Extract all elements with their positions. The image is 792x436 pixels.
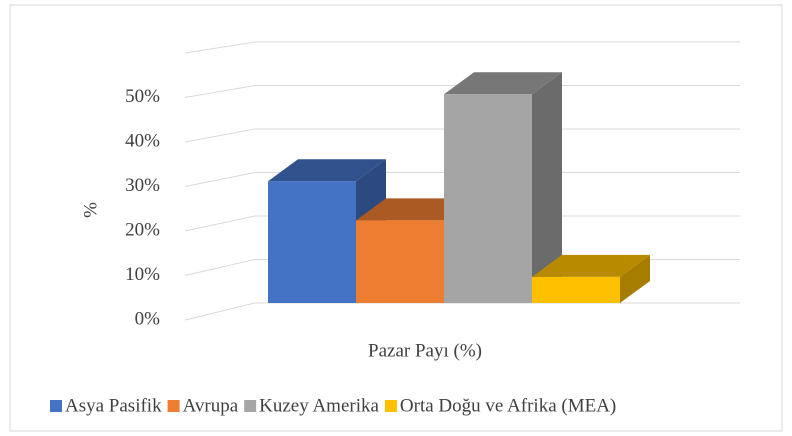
grid-line (184, 41, 740, 54)
grid-line (184, 215, 740, 232)
legend-label: Kuzey Amerika (259, 395, 379, 416)
bar-top (532, 254, 650, 277)
bar-top (268, 159, 386, 182)
bar-side (532, 72, 562, 303)
legend-label: Avrupa (183, 395, 239, 416)
legend-swatch (244, 400, 257, 412)
y-tick-label: 20% (125, 219, 160, 240)
bar (268, 181, 356, 303)
y-axis-title: % (80, 202, 101, 218)
y-tick-label: 10% (125, 264, 160, 285)
bar (532, 276, 620, 303)
bar (444, 94, 532, 303)
bar-side (620, 254, 650, 303)
bar-top (444, 72, 562, 95)
legend-swatch (384, 400, 397, 412)
y-tick-label: 0% (135, 308, 161, 329)
bar (356, 220, 444, 303)
legend-label: Asya Pasifik (65, 395, 162, 416)
legend-swatch (167, 400, 180, 412)
grid-line (184, 85, 740, 98)
y-tick-label: 30% (125, 175, 160, 196)
x-tick-label: Pazar Payı (%) (368, 340, 482, 361)
legend-label: Orta Doğu ve Afrika (MEA) (400, 395, 616, 416)
grid-line (184, 128, 740, 143)
y-tick-label: 40% (125, 130, 160, 151)
grid-line (184, 172, 740, 187)
y-tick-label: 50% (125, 86, 160, 107)
legend-swatch (50, 400, 62, 412)
